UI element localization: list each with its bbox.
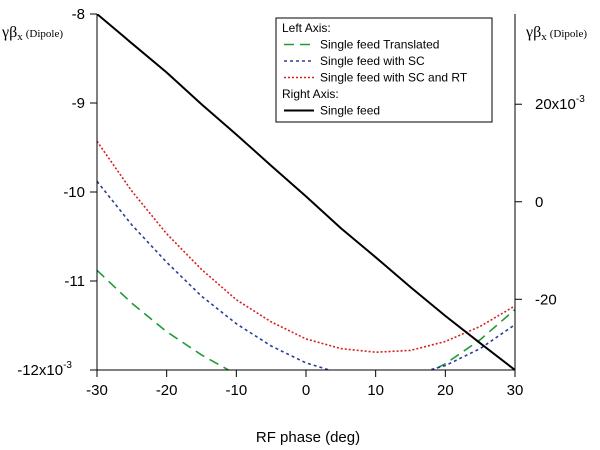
- legend-heading-right: Right Axis:: [282, 87, 339, 101]
- left-tick-label: -9: [72, 95, 85, 112]
- x-tick-label: -20: [156, 382, 178, 399]
- legend-heading-left: Left Axis:: [282, 21, 331, 35]
- right-axis-label: γβx (Dipole): [525, 24, 587, 43]
- legend-box: [275, 17, 493, 123]
- legend: Left Axis: Single feed Translated Single f…: [275, 17, 493, 123]
- x-axis-label: RF phase (deg): [256, 429, 360, 446]
- series-line-1: [97, 180, 515, 370]
- left-tick-label: -10: [63, 184, 85, 201]
- series-line-2: [97, 140, 515, 354]
- left-axis-label: γβx (Dipole): [1, 24, 63, 43]
- series-lines: [97, 14, 515, 370]
- legend-label-1: Single feed with SC: [320, 54, 425, 68]
- x-tick-label: 10: [367, 382, 384, 399]
- legend-label-0: Single feed Translated: [320, 38, 439, 52]
- right-tick-label: -20: [535, 291, 557, 308]
- legend-label-3: Single feed: [320, 104, 380, 118]
- legend-label-2: Single feed with SC and RT: [320, 71, 468, 85]
- x-tick-label: 30: [507, 382, 524, 399]
- right-tick-label: 0: [535, 194, 543, 211]
- series-line-3: [97, 14, 515, 370]
- x-tick-label: -10: [225, 382, 247, 399]
- x-tick-label: 20: [437, 382, 454, 399]
- tick-labels: -30 -20 -10 0 10 20 30-8-9-10-11-12x10-320x10-…: [1, 6, 587, 446]
- series-line-0: [97, 269, 515, 370]
- right-exponent-label: -3: [576, 94, 585, 105]
- right-tick-label: 20x10-3: [535, 94, 585, 113]
- left-tick-label: -11: [64, 273, 85, 290]
- x-tick-label: -30: [86, 382, 108, 399]
- x-tick-label: 0: [302, 382, 310, 399]
- left-tick-label: -8: [72, 6, 85, 23]
- left-tick-label: -12x10-3: [17, 360, 72, 379]
- left-exponent-label: -3: [63, 360, 72, 371]
